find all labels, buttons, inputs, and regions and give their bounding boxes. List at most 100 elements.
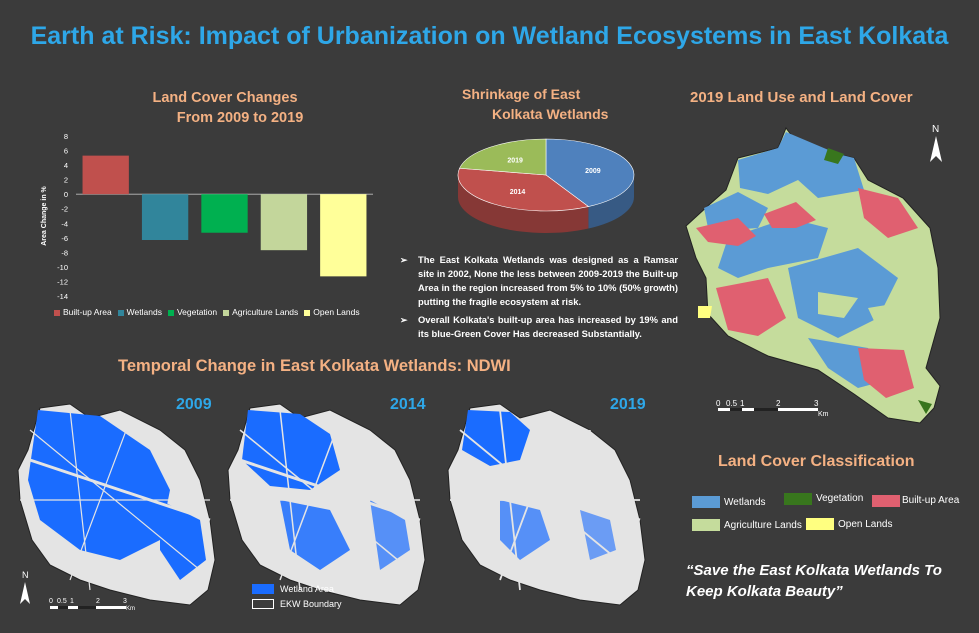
shrinkage-title: Shrinkage of East Kolkata Wetlands	[430, 84, 640, 124]
bar-chart-ytick: 4	[64, 161, 68, 170]
scale-label-05: 0.5	[726, 399, 738, 408]
pie-side-2014	[458, 175, 589, 233]
bar-open-lands	[320, 194, 367, 277]
bar-legend-swatch	[117, 309, 124, 316]
ndwi-scale-2: 2	[96, 598, 100, 605]
bar-legend-label: Wetlands	[126, 307, 162, 317]
bar-legend-item: Open Lands	[304, 307, 360, 317]
ndwi-legend-wetland: Wetland Area	[252, 584, 342, 594]
scale-label-1: 1	[740, 399, 745, 408]
bar-legend-swatch	[167, 309, 174, 316]
bar-legend-item: Vegetation	[167, 307, 218, 317]
legend-vegetation: Vegetation	[816, 493, 864, 504]
bar-chart-ytick: 6	[64, 147, 68, 156]
bar-chart-ytick: -4	[61, 219, 68, 228]
ndwi-legend: Wetland Area EKW Boundary	[252, 584, 342, 609]
bar-chart-ytick: -12	[57, 277, 68, 286]
pie-slice-2014	[457, 167, 590, 212]
scale-bar: 0 0.5 1 2 3 Km	[716, 399, 829, 418]
bar-legend-label: Vegetation	[176, 307, 218, 317]
land-cover-changes-title-line1: Land Cover Changes	[152, 90, 298, 106]
temporal-title: Temporal Change in East Kolkata Wetlands…	[118, 357, 511, 375]
bar-chart-legend: Built-up Area Wetlands Vegetation Agricultu…	[54, 307, 360, 317]
pie-side-2009	[588, 175, 634, 229]
ndwi-scale-1: 1	[70, 598, 74, 605]
land-cover-changes-title: Land Cover Changes From 2009 to 2019	[120, 88, 330, 128]
bar-chart-ytick: -8	[61, 248, 68, 257]
shrinkage-pie-chart: 2009 2014 2019	[457, 138, 635, 233]
bar-legend-item: Wetlands	[117, 307, 162, 317]
ndwi-scale-3: 3	[123, 598, 127, 605]
pie-slice-2019	[459, 138, 547, 176]
pie-slice-2009	[545, 138, 635, 207]
ndwi-legend-boundary: EKW Boundary	[252, 599, 342, 609]
scale-label-km: Km	[818, 411, 829, 418]
swatch-builtup	[872, 495, 900, 507]
bar-legend-swatch	[54, 309, 60, 316]
scale-label-3: 3	[814, 399, 819, 408]
ndwi-scale-km: Km	[126, 606, 135, 612]
bar-chart-ytick: -14	[57, 292, 68, 301]
bar-legend-label: Built-up Area	[63, 307, 112, 317]
ndwi-year-2014: 2014	[390, 396, 426, 413]
classification-title: Land Cover Classification	[718, 453, 915, 470]
bar-built-up-area	[82, 155, 129, 195]
pie-label-2019: 2019	[507, 158, 523, 165]
ndwi-north-label: N	[22, 570, 29, 580]
land-cover-bar-chart: Area Change in % 8 6 4 2 0 -2 -4 -6 -8 -10 -12 -14	[41, 132, 373, 301]
bar-legend-item: Agriculture Lands	[223, 307, 298, 317]
bar-chart-ytick: 0	[64, 190, 68, 199]
land-cover-changes-title-line2: From 2009 to 2019	[176, 110, 304, 126]
bar-chart-ytick: -10	[57, 263, 68, 272]
legend-openlands: Open Lands	[838, 519, 893, 530]
ndwi-north-arrow-icon: N	[20, 570, 30, 604]
legend-builtup: Built-up Area	[902, 495, 960, 506]
key-findings: The East Kolkata Wetlands was designed a…	[398, 253, 678, 345]
bar-legend-label: Agriculture Lands	[232, 307, 299, 317]
bar-wetlands	[141, 194, 189, 240]
bar-legend-item: Built-up Area	[54, 307, 112, 317]
pie-label-2014: 2014	[510, 189, 526, 196]
bar-legend-swatch	[304, 309, 311, 316]
finding-bullet-1: The East Kolkata Wetlands was designed a…	[398, 253, 678, 309]
ndwi-scale-05: 0.5	[57, 598, 67, 605]
north-label: N	[932, 124, 939, 135]
ndwi-map-2019	[447, 403, 646, 606]
bar-chart-ytick: 2	[64, 176, 68, 185]
ndwi-map-2014	[227, 403, 426, 606]
north-arrow-icon: N	[930, 124, 942, 162]
ndwi-maps: N 0 0.5 1 2 3 Km	[17, 403, 646, 612]
page-title: Earth at Risk: Impact of Urbanization on…	[30, 22, 949, 50]
swatch-openlands	[806, 518, 834, 530]
land-use-map: N 0 0.5 1 2 3 Km	[685, 124, 942, 424]
bar-legend-label: Open Lands	[313, 307, 360, 317]
bar-agriculture-lands	[260, 194, 308, 251]
bar-chart-ylabel: Area Change in %	[41, 185, 48, 245]
bar-vegetation	[201, 194, 248, 233]
legend-agriculture: Agriculture Lands	[724, 520, 802, 531]
swatch-agriculture	[692, 519, 720, 531]
ndwi-year-2009: 2009	[176, 396, 212, 413]
ndwi-scale-bar: 0 0.5 1 2 3 Km	[49, 598, 135, 612]
bar-chart-ytick: -2	[61, 205, 68, 214]
ndwi-map-2009	[17, 403, 216, 606]
scale-label-0: 0	[716, 399, 721, 408]
quote: “Save the East Kolkata Wetlands To Keep …	[686, 562, 942, 600]
wetland-swatch	[252, 584, 274, 594]
swatch-vegetation	[784, 493, 812, 505]
pie-label-2009: 2009	[585, 168, 601, 175]
bar-chart-ytick: 8	[64, 132, 68, 141]
bar-chart-ytick: -6	[61, 234, 68, 243]
legend-wetlands: Wetlands	[724, 497, 766, 508]
ndwi-year-2019: 2019	[610, 396, 646, 413]
ndwi-legend-wetland-label: Wetland Area	[280, 584, 334, 594]
scale-label-2: 2	[776, 399, 781, 408]
classification-legend: Wetlands Vegetation Built-up Area Agricu…	[688, 490, 978, 540]
bar-legend-swatch	[223, 309, 230, 316]
swatch-wetlands	[692, 496, 720, 508]
shrinkage-title-line1: Shrinkage of East	[462, 86, 581, 102]
ndwi-legend-boundary-label: EKW Boundary	[280, 599, 342, 609]
boundary-swatch	[252, 599, 274, 609]
finding-bullet-2: Overall Kolkata's built-up area has incr…	[398, 313, 678, 341]
land-use-title: 2019 Land Use and Land Cover	[690, 89, 913, 106]
